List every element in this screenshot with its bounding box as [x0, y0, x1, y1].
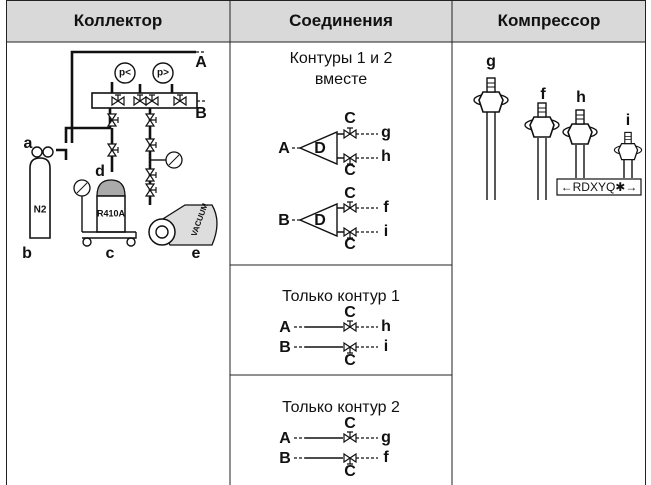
- header-background: [6, 0, 646, 42]
- item-label: a: [24, 135, 33, 152]
- port-label: i: [384, 223, 388, 240]
- port-label: h: [381, 318, 391, 335]
- column-header: Коллектор: [73, 11, 163, 30]
- section-title: Только контур 1: [282, 288, 400, 305]
- item-label: d: [95, 163, 105, 180]
- port-label: A: [279, 430, 291, 447]
- port-label: A: [278, 140, 290, 157]
- table-grid: [6, 0, 646, 485]
- port-label: A: [279, 319, 291, 336]
- bottle-label: R410A: [97, 208, 126, 218]
- valve-label: C: [344, 236, 356, 253]
- port-label: i: [384, 338, 388, 355]
- cylinder-label: N2: [34, 205, 47, 216]
- valve-label: C: [344, 463, 356, 480]
- section-title: Только контур 2: [282, 399, 400, 416]
- port-label: h: [381, 148, 391, 165]
- manifold-diagram: [29, 50, 218, 247]
- item-label: b: [22, 245, 32, 262]
- divider-label: D: [314, 212, 326, 229]
- valve-label: C: [344, 352, 356, 369]
- port-label: B: [279, 450, 291, 467]
- section-title: Контуры 1 и 2 вместе: [289, 50, 393, 88]
- valve-label: C: [344, 415, 356, 432]
- port-label: h: [576, 89, 586, 106]
- divider-label: D: [314, 140, 326, 157]
- port-label: g: [381, 124, 391, 141]
- column-header: Компрессор: [497, 11, 601, 30]
- port-label: f: [383, 449, 389, 466]
- port-label: g: [486, 53, 496, 70]
- gauge-label: p>: [157, 68, 169, 79]
- port-label: B: [278, 212, 290, 229]
- gauge-label: p<: [119, 68, 131, 79]
- port-label: B: [279, 339, 291, 356]
- valve-label: C: [344, 110, 356, 127]
- item-label: e: [192, 245, 201, 262]
- item-label: c: [106, 245, 115, 262]
- compressor-valves: [473, 77, 643, 200]
- port-label: A: [195, 54, 207, 71]
- divider-diagrams: [292, 127, 378, 239]
- valve-label: C: [344, 185, 356, 202]
- port-label: g: [381, 429, 391, 446]
- circuit-lines: [294, 320, 378, 465]
- valve-label: C: [344, 162, 356, 179]
- column-header: Соединения: [289, 11, 393, 30]
- valve-label: C: [344, 304, 356, 321]
- port-label: f: [383, 199, 389, 216]
- port-label: f: [540, 86, 546, 103]
- port-label: B: [195, 105, 207, 122]
- model-label: ←RDXYQ✱→: [561, 180, 638, 194]
- port-label: i: [626, 112, 630, 129]
